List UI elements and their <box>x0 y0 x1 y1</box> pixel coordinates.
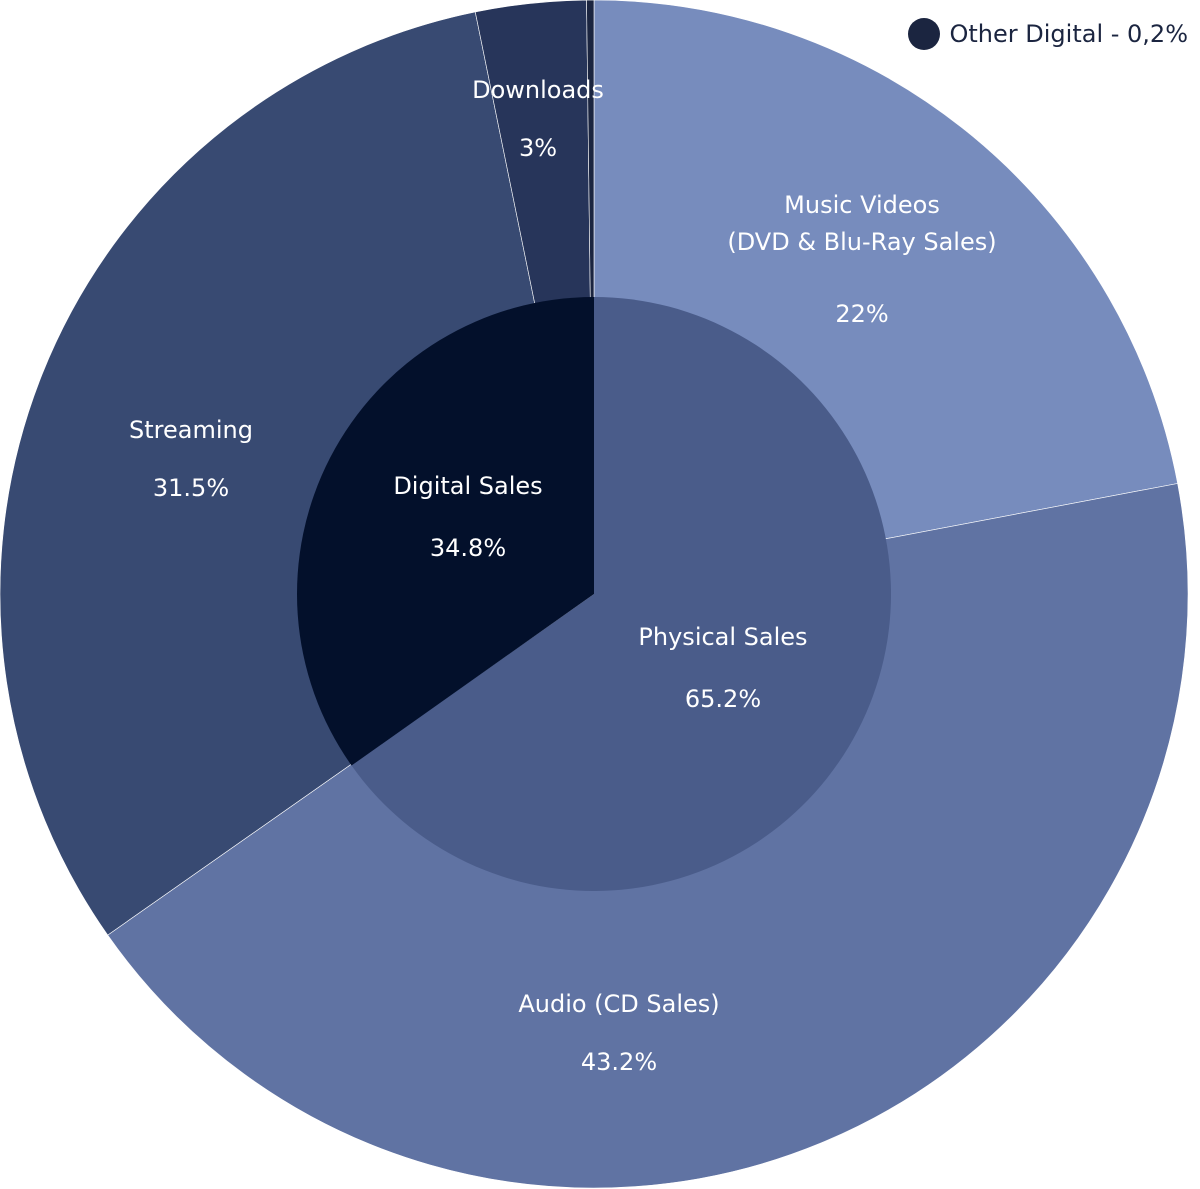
inner-slice-physical-sales <box>351 297 892 892</box>
label-audio-cd-sales-value: 43.2% <box>581 1048 657 1076</box>
label-music-videos-name: Music Videos <box>784 191 940 219</box>
legend-label: Other Digital - 0,2% <box>949 20 1189 48</box>
label-downloads-value: 3% <box>519 134 557 162</box>
label-digital-sales-name: Digital Sales <box>393 472 542 500</box>
inner-pie <box>297 297 892 892</box>
label-streaming-name: Streaming <box>129 416 253 444</box>
legend: Other Digital - 0,2% <box>907 18 1189 50</box>
label-streaming-value: 31.5% <box>153 474 229 502</box>
label-music-videos-subtitle: (DVD & Blu-Ray Sales) <box>727 228 996 256</box>
label-physical-sales-value: 65.2% <box>685 685 761 713</box>
label-digital-sales-value: 34.8% <box>430 534 506 562</box>
outer-slice-streaming <box>0 11 595 936</box>
slice-labels: Music Videos (DVD & Blu-Ray Sales) 22% Audi… <box>129 76 997 1076</box>
label-audio-cd-sales-name: Audio (CD Sales) <box>518 990 719 1018</box>
legend-swatch <box>907 18 940 50</box>
label-music-videos-value: 22% <box>835 300 888 328</box>
label-physical-sales-name: Physical Sales <box>638 623 807 651</box>
inner-slice-digital-sales <box>297 297 594 766</box>
label-downloads-name: Downloads <box>472 76 604 104</box>
